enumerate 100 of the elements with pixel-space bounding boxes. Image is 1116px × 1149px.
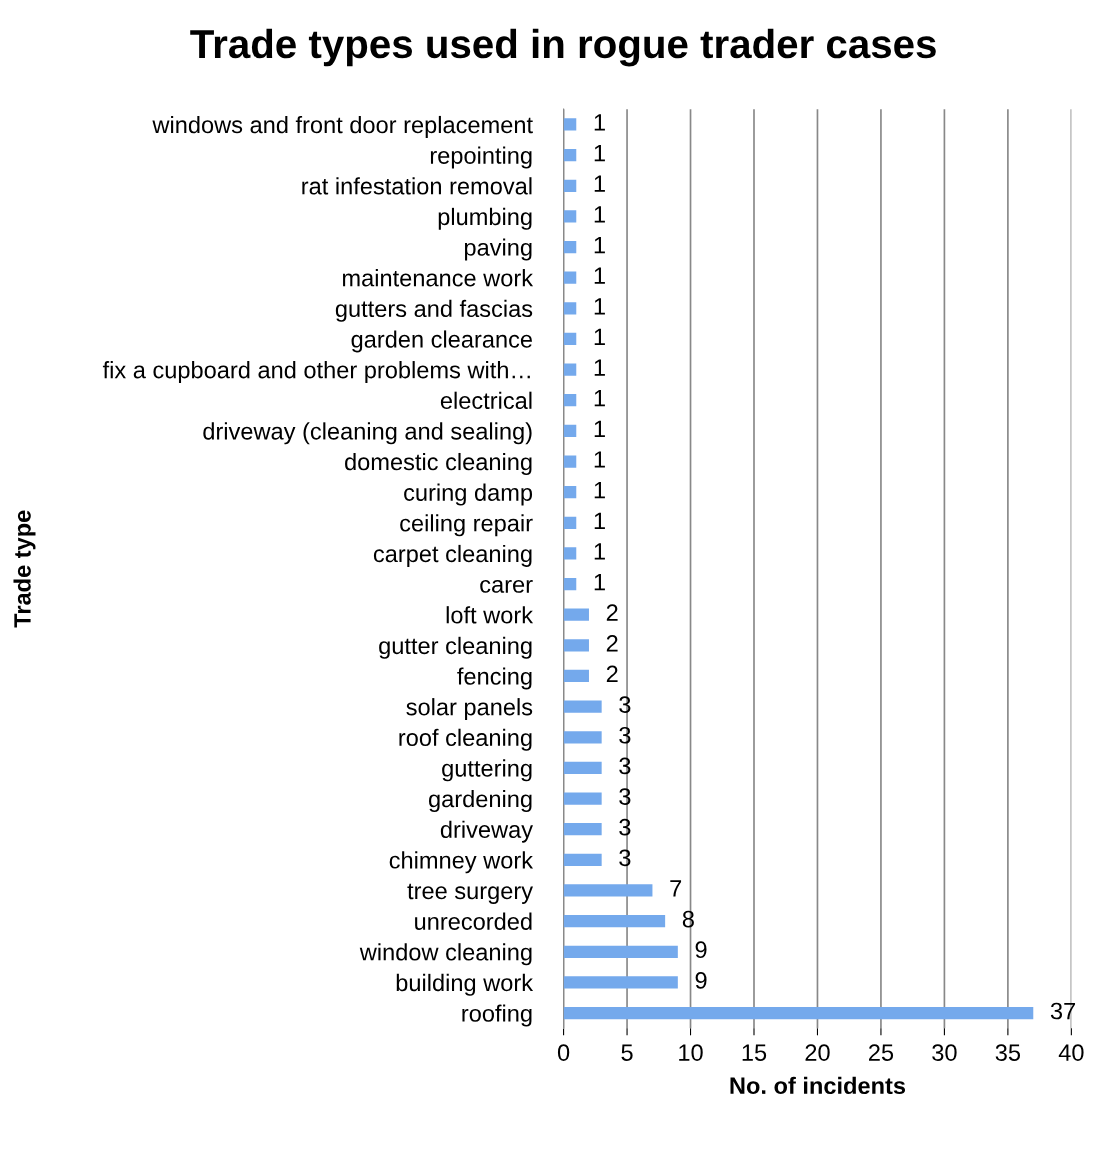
bar [563, 823, 602, 836]
data-label: 1 [594, 144, 605, 162]
bar [563, 332, 577, 346]
bar [563, 148, 577, 162]
bar [563, 271, 577, 284]
bar [563, 118, 577, 131]
bar [563, 486, 577, 499]
data-label: 1 [594, 267, 605, 284]
data-label: 1 [594, 206, 605, 223]
bar [563, 302, 577, 315]
x-tick-label: 35 [995, 1044, 1021, 1061]
y-tick-label: driveway [440, 820, 533, 843]
data-label: 7 [670, 880, 682, 897]
y-tick-label: paving [464, 238, 532, 261]
y-tick-label: solar panels [406, 698, 533, 721]
y-tick-label: fencing [457, 667, 532, 690]
y-tick-label: gutters and fascias [335, 299, 533, 322]
data-label: 3 [619, 757, 631, 775]
bar [563, 577, 577, 591]
data-label: 1 [594, 359, 605, 376]
y-tick-label: windows and front door replacement [152, 115, 533, 138]
data-label: 1 [594, 420, 605, 437]
bar [563, 179, 577, 192]
data-label: 1 [594, 175, 605, 192]
y-tick-label: chimney work [389, 851, 534, 874]
y-tick-label: tree surgery [407, 883, 533, 904]
bar [563, 455, 577, 468]
bar [563, 914, 666, 928]
bar [563, 363, 577, 376]
bar [563, 240, 577, 254]
bar [563, 700, 602, 713]
y-tick-label: gutter cleaning [379, 636, 532, 659]
data-label: 1 [594, 451, 605, 468]
y-tick-label: window cleaning [359, 943, 532, 966]
bar [563, 210, 577, 223]
bar [563, 792, 602, 805]
x-tick-label: 10 [679, 1044, 703, 1061]
y-tick-label: guttering [442, 759, 532, 782]
y-tick-label: unrecorded [415, 912, 532, 930]
y-tick-label: rat infestation removal [302, 177, 532, 195]
y-tick-label: fix a cupboard and other problems with… [102, 361, 530, 384]
y-tick-label: garden clearance [351, 330, 532, 353]
y-tick-label: ceiling repair [400, 514, 533, 537]
x-tick-label: 5 [621, 1044, 633, 1061]
data-label: 9 [695, 972, 707, 989]
bar [563, 394, 577, 407]
bar [563, 516, 577, 529]
x-tick-label: 15 [742, 1044, 767, 1061]
data-label: 1 [594, 236, 605, 254]
bar [563, 945, 678, 958]
data-label: 3 [619, 726, 631, 744]
bar [563, 976, 678, 989]
x-tick-label: 30 [932, 1044, 957, 1061]
y-tick-label: driveway (cleaning and sealing) [203, 422, 532, 445]
y-tick-label: carpet cleaning [373, 544, 532, 567]
bar [563, 761, 602, 775]
data-label: 2 [606, 604, 618, 621]
data-label: 8 [682, 910, 694, 928]
data-label: 37 [1050, 1002, 1076, 1020]
data-label: 1 [594, 543, 605, 560]
y-tick-label: roofing [462, 1004, 532, 1027]
y-tick-label: repointing [430, 146, 532, 169]
data-label: 1 [594, 390, 605, 407]
x-tick-label: 0 [557, 1044, 570, 1061]
bar [563, 1006, 1034, 1020]
chart-title: Trade types used in rogue trader cases [190, 28, 936, 67]
y-tick-label: plumbing [438, 207, 532, 230]
data-label: 9 [695, 941, 707, 959]
bar [563, 608, 589, 621]
y-tick-label: maintenance work [343, 269, 534, 287]
data-label: 1 [594, 114, 605, 131]
bar [563, 731, 602, 744]
y-tick-label: loft work [446, 606, 534, 624]
bar [563, 424, 577, 437]
x-tick-label: 20 [805, 1044, 830, 1061]
data-label: 1 [594, 328, 605, 346]
data-label: 1 [594, 573, 605, 591]
x-tick-label: 40 [1058, 1044, 1084, 1061]
y-tick-label: building work [396, 973, 534, 996]
bar [563, 547, 577, 560]
y-tick-label: electrical [440, 391, 532, 410]
data-label: 3 [619, 818, 631, 836]
data-label: 2 [606, 665, 618, 683]
data-label: 1 [594, 482, 605, 499]
bar [563, 884, 653, 897]
y-tick-label: roof cleaning [399, 728, 532, 751]
y-tick-label: curing damp [404, 483, 533, 506]
y-axis-title: Trade type [13, 510, 36, 628]
bar [563, 669, 589, 683]
x-axis-title: No. of incidents [730, 1076, 906, 1095]
y-tick-label: domestic cleaning [345, 452, 532, 475]
data-label: 3 [619, 788, 631, 805]
data-label: 1 [594, 512, 605, 529]
data-label: 3 [619, 696, 631, 713]
data-label: 2 [606, 634, 618, 652]
x-tick-label: 25 [869, 1044, 894, 1061]
data-label: 1 [594, 298, 605, 315]
y-tick-label: gardening [429, 790, 532, 813]
y-tick-label: carer [480, 579, 533, 593]
bar [563, 639, 589, 652]
